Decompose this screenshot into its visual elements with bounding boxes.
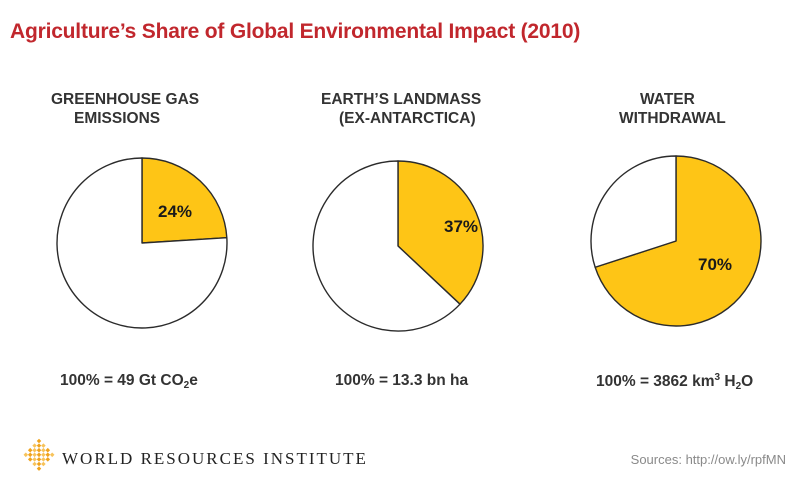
pie-title-line: (EX-ANTARCTICA) (339, 110, 476, 127)
pie-panel-water: WATER WITHDRAWAL 70% 100% = 3862 km3 H2O (534, 0, 800, 420)
logo-dot (41, 443, 46, 448)
logo-dot (36, 466, 42, 471)
logo-dot (36, 461, 42, 467)
basis-subscript: 2 (183, 380, 190, 391)
wri-diamond-logo-icon (23, 438, 55, 471)
chart-title: Agriculture’s Share of Global Environmen… (10, 20, 581, 43)
logo-dot (27, 452, 33, 458)
pie-panel-greenhouse-gas: GREENHOUSE GAS EMISSIONS 24% 100% = 49 G… (0, 0, 267, 420)
logo-dot (45, 447, 51, 453)
logo-dot (41, 461, 46, 467)
pie-title-line: WATER (640, 91, 695, 108)
basis-text: 100% = 3862 km (596, 373, 715, 390)
pie-slice-remainder (590, 155, 677, 268)
logo-dot (27, 447, 33, 453)
logo-dot (45, 452, 51, 458)
logo-dot (32, 457, 37, 462)
logo-dot (36, 443, 42, 448)
pie-slice-agriculture (397, 160, 484, 305)
basis-text: 100% = 49 Gt CO (60, 372, 184, 389)
logo-dot (45, 457, 51, 462)
pie-title-line: GREENHOUSE GAS (51, 91, 200, 108)
logo-dot (36, 438, 42, 444)
pie-panel-landmass: EARTH’S LANDMASS (EX-ANTARCTICA) 37% 100… (267, 0, 534, 420)
basis-text: O (741, 373, 754, 390)
logo-dot (36, 452, 42, 458)
basis-text: e (189, 372, 198, 389)
organization-name: WORLD RESOURCES INSTITUTE (62, 449, 368, 468)
pie-slice-remainder (312, 160, 461, 332)
logo-dot (41, 447, 46, 453)
logo-dot (49, 452, 55, 458)
pie-slice-label: 24% (157, 202, 193, 221)
pie-chart (312, 160, 484, 332)
basis-subscript: 2 (735, 381, 742, 392)
pie-title-line: EMISSIONS (74, 110, 161, 127)
pie-basis: 100% = 3862 km3 H2O (596, 372, 753, 392)
logo-dot (32, 452, 37, 458)
logo-dot (32, 461, 37, 467)
pie-chart (56, 157, 228, 329)
logo-dot (27, 457, 33, 462)
sources-text: Sources: http://ow.ly/rpfMN (630, 452, 786, 467)
pie-chart (590, 155, 762, 327)
pie-slice-agriculture (594, 155, 762, 327)
logo-dot (23, 452, 29, 458)
pie-basis: 100% = 13.3 bn ha (335, 372, 468, 390)
basis-text: 100% = 13.3 bn ha (335, 372, 469, 389)
logo-dot (36, 447, 42, 453)
basis-text: H (720, 373, 736, 390)
pie-title-line: EARTH’S LANDMASS (321, 91, 482, 108)
logo-dot (36, 457, 42, 462)
logo-dot (41, 457, 46, 462)
logo-dot (41, 452, 46, 458)
logo-dot (32, 447, 37, 453)
pie-slice-label: 37% (443, 217, 479, 236)
pie-slice-label: 70% (697, 255, 733, 274)
pie-slice-agriculture (141, 157, 228, 244)
pie-title-line: WITHDRAWAL (619, 110, 726, 127)
basis-superscript: 3 (714, 372, 721, 383)
logo-dot (32, 443, 37, 448)
pie-basis: 100% = 49 Gt CO2e (60, 372, 198, 391)
pie-slice-remainder (56, 157, 228, 329)
